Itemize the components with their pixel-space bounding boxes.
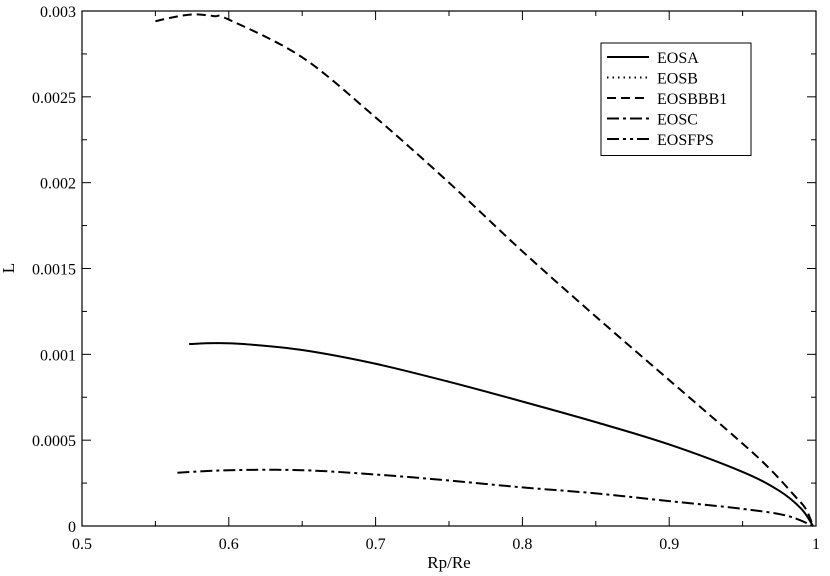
y-axis-ticks: 0 0.0005 0.001 0.0015 0.002 0.0025 0.003: [32, 4, 816, 536]
y-tick-label: 0.0015: [32, 262, 76, 279]
y-tick-label: 0.003: [40, 4, 76, 21]
legend-label: EOSC: [657, 112, 698, 129]
y-tick-label: 0.002: [40, 176, 76, 193]
y-tick-label: 0.0025: [32, 90, 76, 107]
y-tick-label: 0: [68, 519, 76, 536]
legend-label: EOSFPS: [657, 132, 714, 149]
y-tick-label: 0.001: [40, 347, 76, 364]
x-tick-label: 0.7: [366, 536, 386, 553]
series-group: [155, 13, 814, 527]
legend-label: EOSB: [657, 71, 698, 88]
x-axis-ticks: 0.5 0.6 0.7 0.8 0.9 1: [72, 11, 820, 553]
legend-box: [600, 42, 752, 156]
y-axis-label: L: [0, 263, 18, 273]
series-line-eosa: [189, 342, 814, 527]
legend-label: EOSBBB1: [657, 91, 727, 108]
legend-label: EOSA: [657, 50, 699, 67]
x-tick-label: 1: [812, 536, 820, 553]
x-tick-label: 0.9: [659, 536, 679, 553]
x-tick-label: 0.8: [512, 536, 532, 553]
series-line-eosc: [177, 468, 814, 527]
x-axis-label: Rp/Re: [427, 553, 470, 572]
legend: EOSA EOSB EOSBBB1 EOSC EOSFPS: [600, 42, 752, 156]
x-tick-label: 0.6: [219, 536, 239, 553]
y-tick-label: 0.0005: [32, 433, 76, 450]
series-line-eosbbb1: [155, 13, 814, 527]
x-tick-label: 0.5: [72, 536, 92, 553]
